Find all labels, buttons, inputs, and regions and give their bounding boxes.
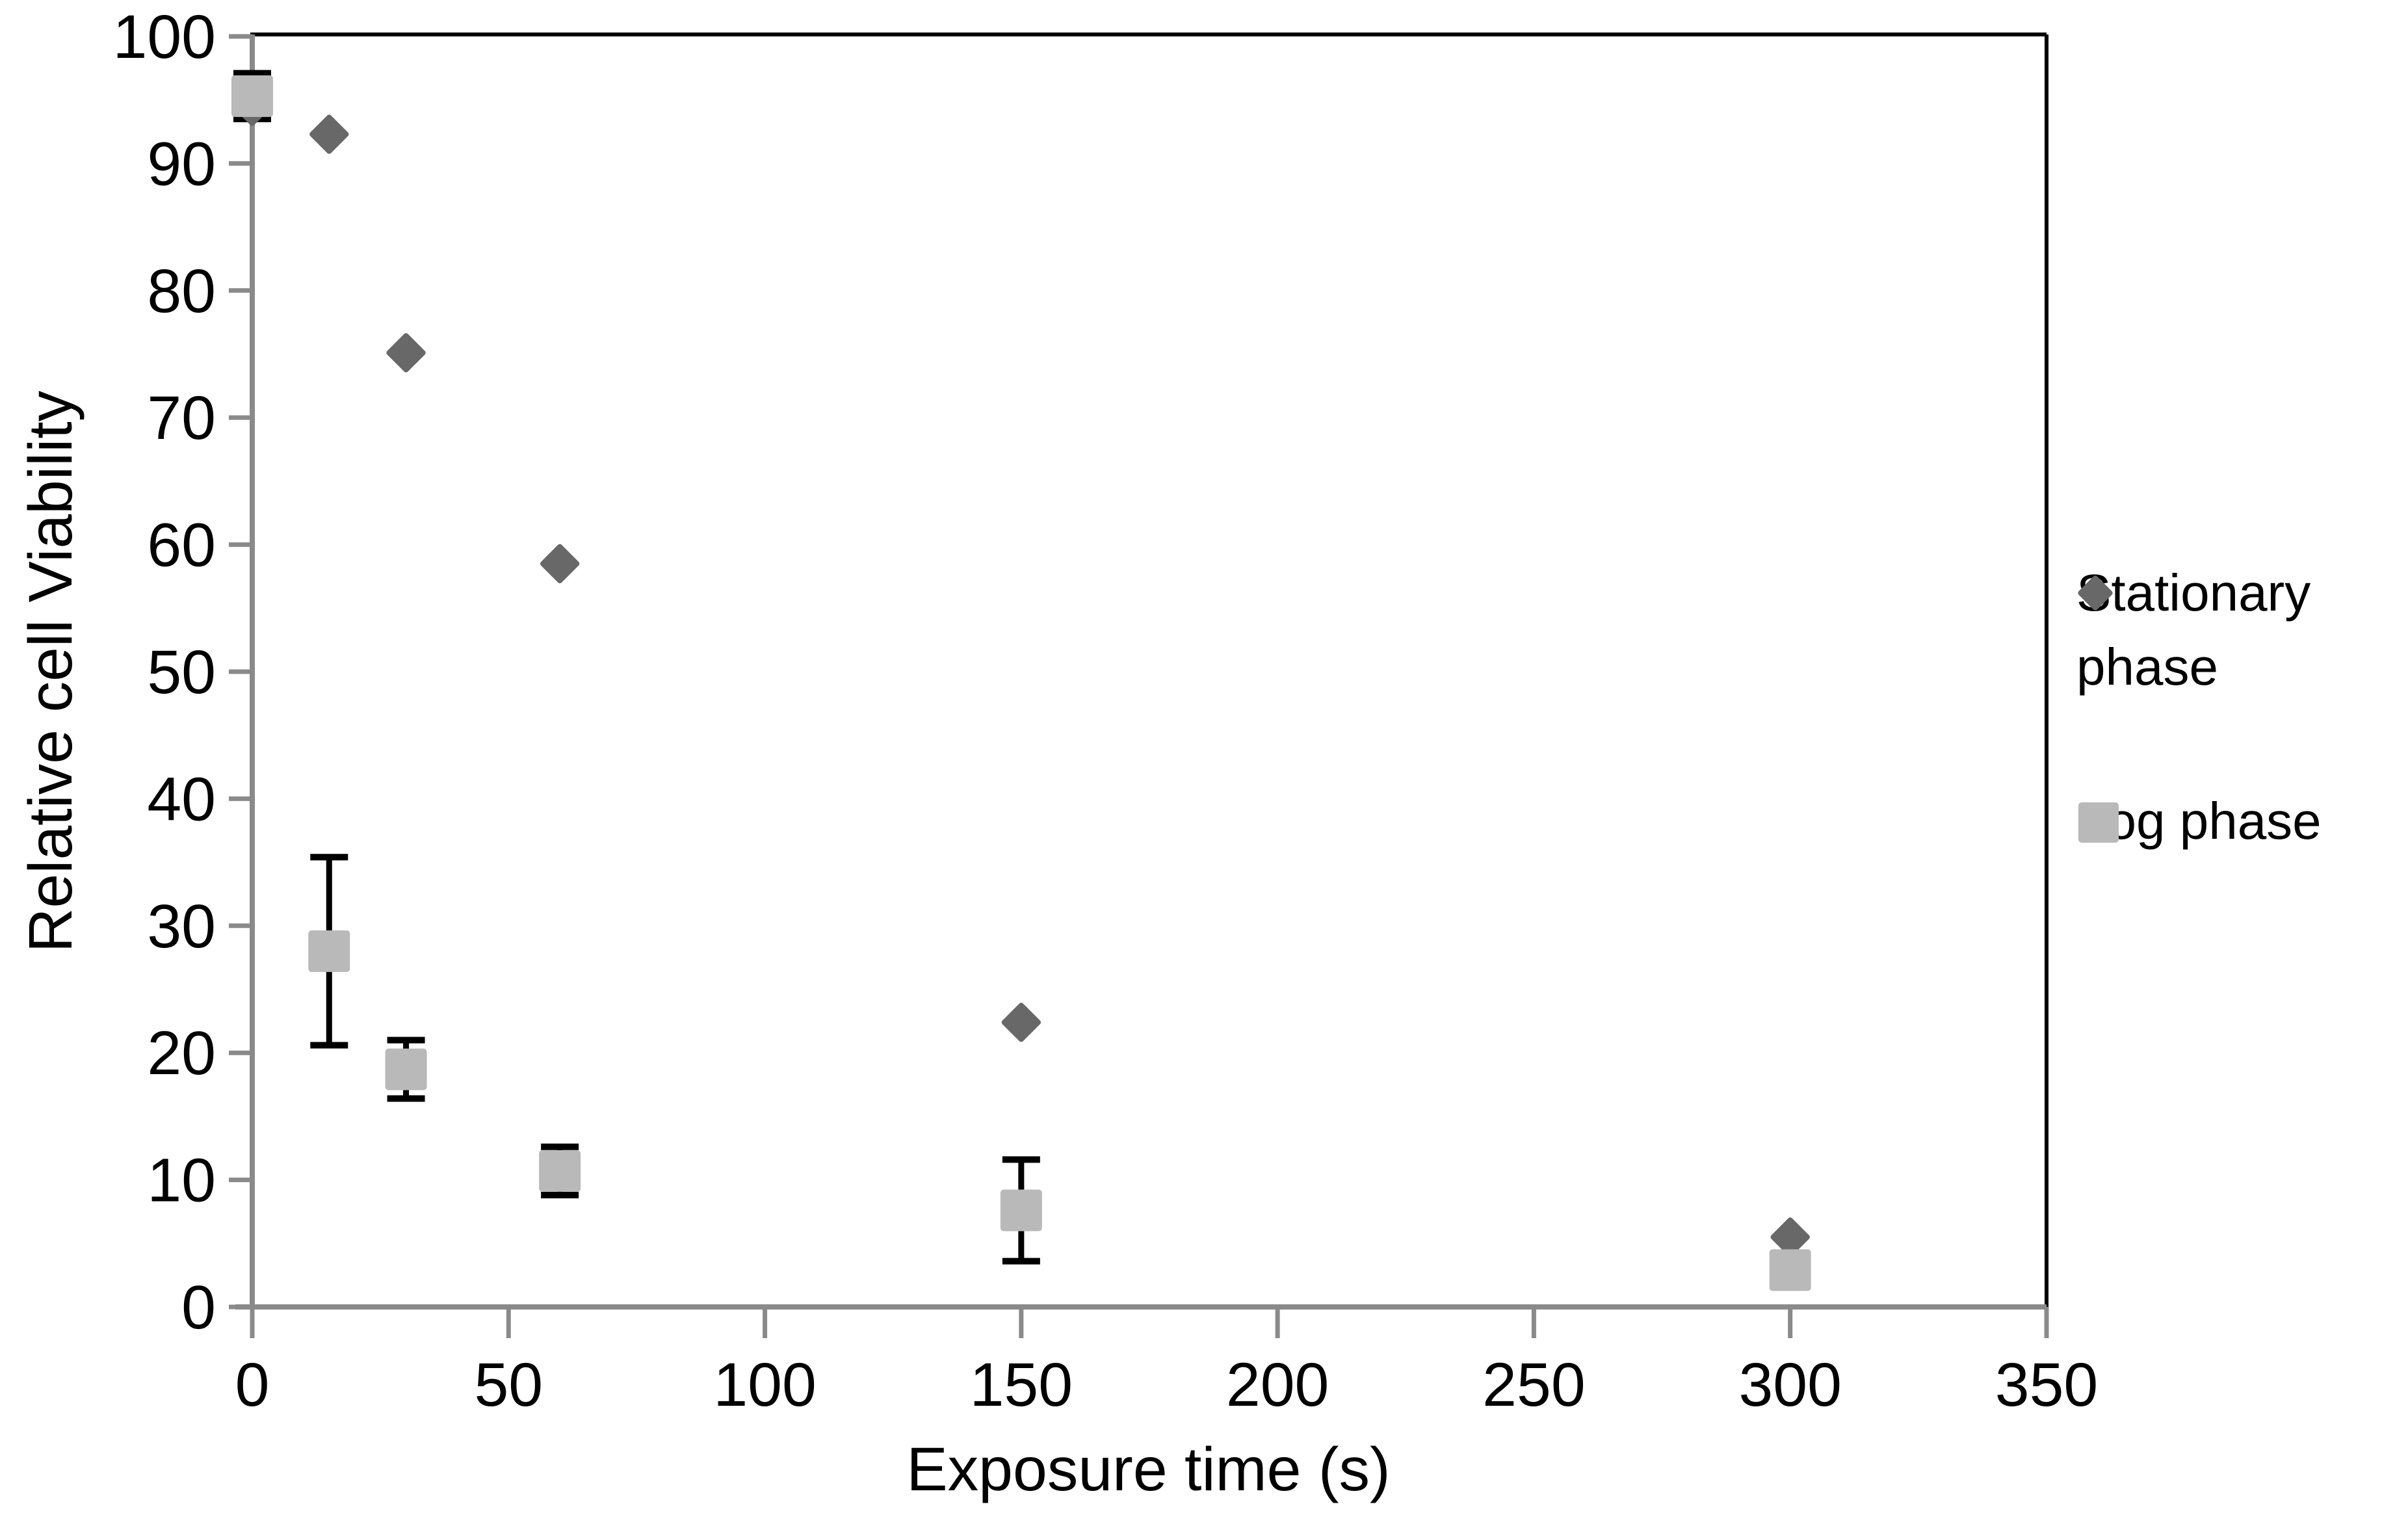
x-tick-label: 250 bbox=[1482, 1350, 1586, 1419]
legend-entry-stationary: Stationary phase bbox=[2076, 556, 2333, 704]
y-tick-label: 40 bbox=[147, 765, 216, 834]
x-tick-label: 0 bbox=[235, 1350, 270, 1419]
data-point-log bbox=[308, 930, 350, 972]
y-tick-label: 100 bbox=[112, 3, 216, 72]
x-tick-label: 350 bbox=[1995, 1350, 2099, 1419]
y-tick-label: 70 bbox=[147, 384, 216, 453]
x-tick-label: 100 bbox=[713, 1350, 817, 1419]
data-point-log bbox=[231, 75, 273, 117]
data-point-log bbox=[385, 1048, 427, 1090]
y-tick-label: 10 bbox=[147, 1146, 216, 1215]
data-point-log bbox=[1000, 1189, 1042, 1232]
y-tick-label: 80 bbox=[147, 257, 216, 326]
y-tick-label: 20 bbox=[147, 1019, 216, 1088]
legend-entry-log: Log phase bbox=[2078, 784, 2322, 858]
diamond-icon bbox=[2078, 575, 2113, 611]
y-tick-label: 90 bbox=[147, 129, 216, 198]
data-point-stationary bbox=[1770, 1217, 1810, 1257]
x-tick-label: 200 bbox=[1226, 1350, 1329, 1419]
legend-label-log: Log phase bbox=[2078, 792, 2322, 850]
square-icon bbox=[2078, 802, 2119, 843]
y-axis-title: Relative cell Viability bbox=[16, 390, 85, 953]
data-point-stationary bbox=[540, 544, 580, 584]
y-tick-label: 30 bbox=[147, 892, 216, 961]
data-point-stationary bbox=[309, 114, 349, 154]
y-tick-label: 50 bbox=[147, 638, 216, 707]
data-point-log bbox=[1769, 1249, 1811, 1291]
x-tick-label: 300 bbox=[1738, 1350, 1842, 1419]
x-axis-title: Exposure time (s) bbox=[906, 1435, 1391, 1504]
data-point-log bbox=[539, 1150, 581, 1192]
y-tick-label: 60 bbox=[147, 511, 216, 580]
x-tick-label: 50 bbox=[474, 1350, 543, 1419]
legend-label-stationary: Stationary phase bbox=[2076, 564, 2311, 696]
data-point-stationary bbox=[1001, 1003, 1041, 1042]
x-tick-label: 150 bbox=[970, 1350, 1073, 1419]
y-tick-label: 0 bbox=[181, 1273, 216, 1342]
data-point-stationary bbox=[386, 333, 426, 373]
